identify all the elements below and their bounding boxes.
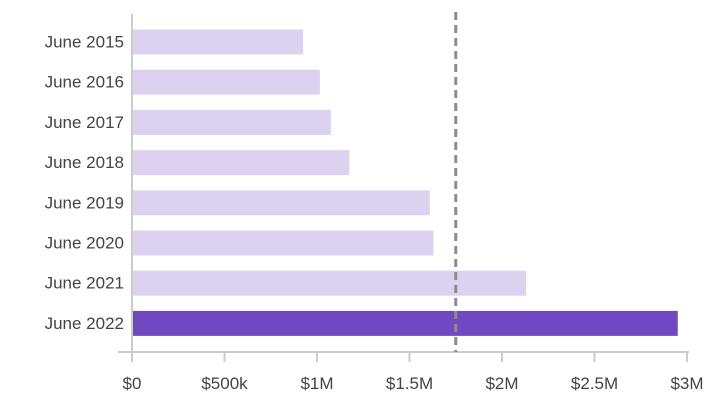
bar-june-2019 [132, 190, 430, 216]
x-tick-label: $1.5M [386, 374, 433, 393]
x-tick-label: $1M [300, 374, 333, 393]
bar-june-2021 [132, 270, 527, 296]
bar-june-2018 [132, 150, 350, 176]
x-tick-label: $3M [670, 374, 703, 393]
category-label: June 2015 [45, 33, 124, 52]
x-tick-label: $2M [485, 374, 518, 393]
bar-june-2022 [132, 310, 678, 336]
x-tick-label: $0 [123, 374, 142, 393]
bar-june-2016 [132, 69, 320, 95]
bar-june-2020 [132, 230, 434, 256]
category-label: June 2016 [45, 73, 124, 92]
category-label: June 2019 [45, 193, 124, 212]
x-tick-label: $2.5M [571, 374, 618, 393]
x-tick-label: $500k [201, 374, 248, 393]
category-label: June 2017 [45, 113, 124, 132]
category-label: June 2021 [45, 274, 124, 293]
x-axis-ticks: $0 $500k $1M $1.5M $2M $2.5M $3M [123, 352, 704, 393]
bar-june-2015 [132, 29, 304, 55]
category-label: June 2018 [45, 153, 124, 172]
bar-june-2017 [132, 109, 331, 135]
category-label: June 2020 [45, 234, 124, 253]
bars-group [132, 29, 678, 336]
category-label: June 2022 [45, 314, 124, 333]
category-labels: June 2015 June 2016 June 2017 June 2018 June… [45, 33, 124, 333]
